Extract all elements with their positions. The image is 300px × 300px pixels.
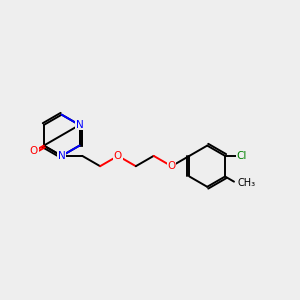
Text: O: O bbox=[167, 161, 176, 171]
Text: O: O bbox=[30, 146, 38, 156]
Text: CH₃: CH₃ bbox=[238, 178, 256, 188]
Text: N: N bbox=[76, 120, 83, 130]
Text: Cl: Cl bbox=[236, 151, 247, 161]
Text: O: O bbox=[114, 151, 122, 161]
Text: N: N bbox=[58, 151, 65, 161]
